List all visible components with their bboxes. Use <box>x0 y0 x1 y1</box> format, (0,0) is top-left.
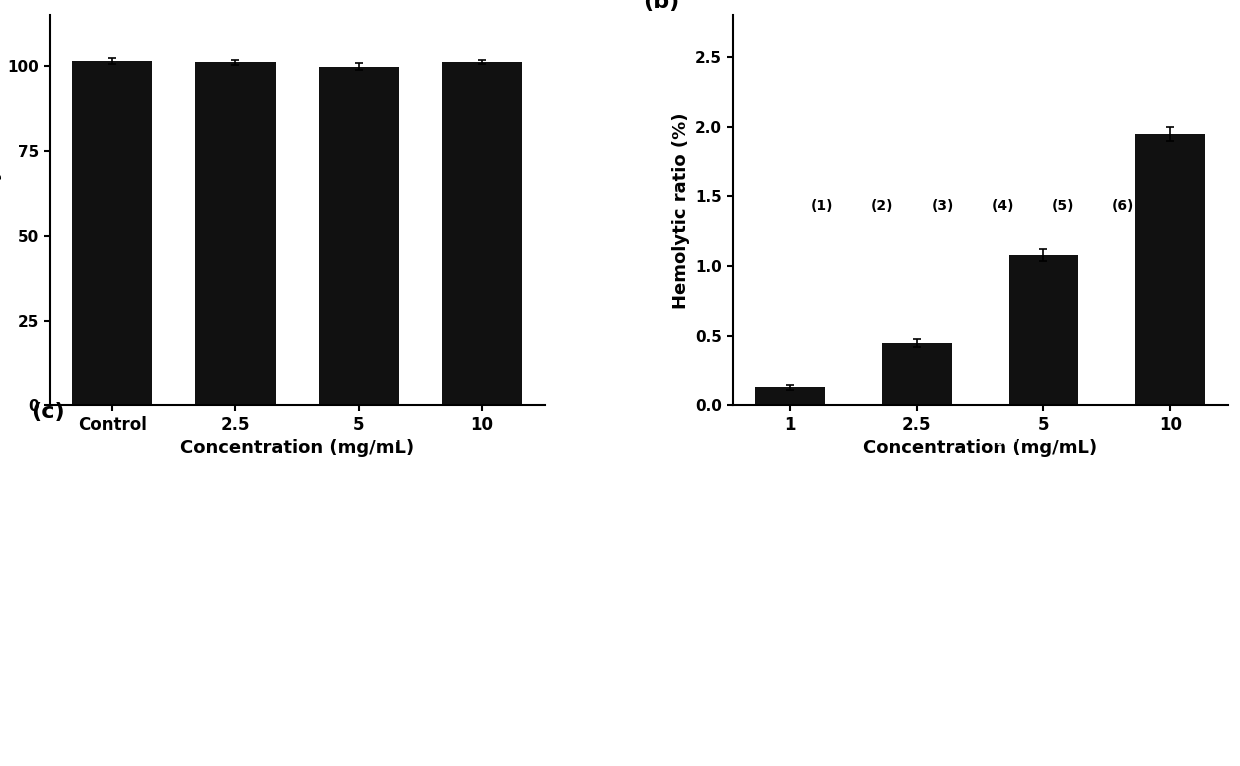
Bar <box>755 388 825 405</box>
Text: 100 μm: 100 μm <box>765 670 810 683</box>
X-axis label: Concentration (mg/mL): Concentration (mg/mL) <box>863 440 1097 457</box>
Text: 100 μm: 100 μm <box>477 670 522 683</box>
Y-axis label: Cell viability (%): Cell viability (%) <box>0 127 2 293</box>
Bar <box>196 62 275 405</box>
Bar <box>72 61 153 405</box>
Text: (4): (4) <box>992 198 1014 213</box>
Text: (1): (1) <box>811 198 833 213</box>
Text: 2.5 mg mL: 2.5 mg mL <box>386 430 460 445</box>
Bar <box>319 67 399 405</box>
Text: (3): (3) <box>931 198 954 213</box>
Text: (c): (c) <box>31 402 64 422</box>
Text: (2): (2) <box>872 198 894 213</box>
Text: (b): (b) <box>644 0 680 12</box>
Bar <box>179 692 246 702</box>
Y-axis label: Hemolytic ratio (%): Hemolytic ratio (%) <box>672 112 689 309</box>
Bar <box>754 692 821 702</box>
Bar <box>1008 255 1079 405</box>
Text: 100 μm: 100 μm <box>1053 670 1097 683</box>
Text: (6): (6) <box>1112 198 1135 213</box>
X-axis label: Concentration (mg/mL): Concentration (mg/mL) <box>180 440 414 457</box>
Text: 5 mg mL.: 5 mg mL. <box>673 430 739 445</box>
Text: Control: Control <box>98 430 149 445</box>
Text: 10 mg mL.: 10 mg mL. <box>961 430 1035 445</box>
Bar <box>466 692 533 702</box>
Bar <box>1042 692 1109 702</box>
Bar <box>882 342 951 405</box>
Bar <box>441 62 522 405</box>
Text: 100 μm: 100 μm <box>190 670 234 683</box>
Text: (5): (5) <box>1052 198 1074 213</box>
Bar <box>1136 134 1205 405</box>
